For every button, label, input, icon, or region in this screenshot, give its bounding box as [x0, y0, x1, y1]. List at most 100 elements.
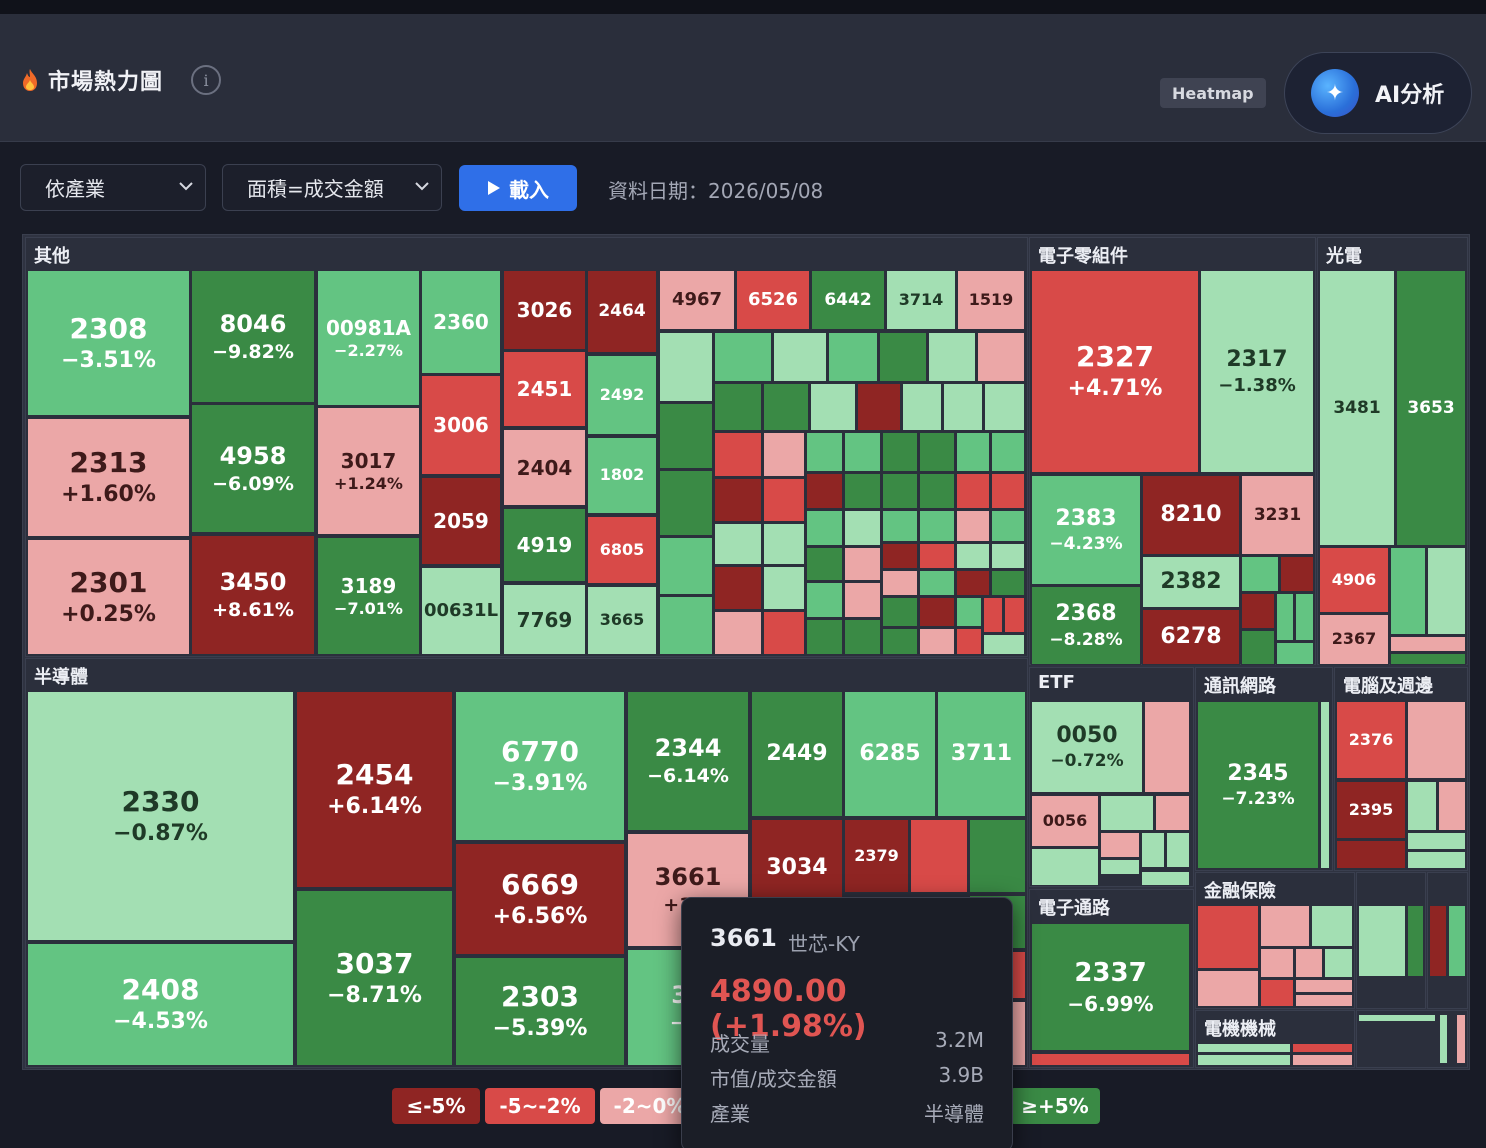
stock-tile[interactable] [844, 619, 881, 655]
stock-tile[interactable]: 2313 +1.60% [27, 418, 190, 537]
stock-tile[interactable] [714, 332, 772, 382]
stock-tile[interactable] [763, 432, 805, 477]
stock-tile[interactable]: 2451 [503, 351, 586, 427]
stock-tile[interactable] [1358, 905, 1406, 977]
stock-tile[interactable] [659, 332, 713, 402]
stock-tile[interactable] [1031, 848, 1099, 886]
stock-tile[interactable] [1260, 905, 1310, 947]
stock-tile[interactable] [977, 332, 1025, 382]
stock-tile[interactable]: 3450 +8.61% [191, 535, 315, 655]
stock-tile[interactable]: 6669 +6.56% [455, 843, 625, 955]
stock-tile[interactable] [1276, 593, 1294, 641]
stock-tile[interactable]: 3006 [421, 375, 501, 475]
stock-tile[interactable] [956, 597, 982, 627]
stock-tile[interactable] [1390, 636, 1466, 652]
stock-tile[interactable] [828, 332, 878, 382]
stock-tile[interactable] [1197, 905, 1259, 969]
stock-tile[interactable] [991, 543, 1025, 569]
stock-tile[interactable] [991, 473, 1025, 509]
stock-tile[interactable] [844, 547, 881, 581]
stock-tile[interactable] [919, 628, 955, 655]
stock-tile[interactable]: 3711 [937, 691, 1026, 817]
stock-tile[interactable]: 2464 [587, 270, 657, 353]
stock-tile[interactable] [882, 510, 918, 542]
stock-tile[interactable] [983, 597, 1003, 633]
stock-tile[interactable] [1336, 840, 1406, 869]
stock-tile[interactable]: 6770 −3.91% [455, 691, 625, 841]
stock-tile[interactable]: 2383 −4.23% [1031, 475, 1141, 585]
stock-tile[interactable] [763, 478, 805, 522]
stock-tile[interactable] [928, 332, 976, 382]
stock-tile[interactable]: 2367 [1319, 614, 1389, 665]
stock-tile[interactable]: 1802 [587, 437, 657, 514]
stock-tile[interactable]: 6278 [1142, 609, 1240, 665]
stock-tile[interactable]: 2395 [1336, 781, 1406, 839]
stock-tile[interactable]: 8210 [1142, 475, 1240, 555]
stock-tile[interactable] [919, 570, 955, 596]
stock-tile[interactable] [882, 543, 918, 569]
stock-tile[interactable] [919, 543, 955, 569]
stock-tile[interactable] [714, 523, 762, 565]
stock-tile[interactable]: 6285 [844, 691, 936, 817]
stock-tile[interactable]: 2337 −6.99% [1031, 923, 1190, 1051]
stock-tile[interactable]: 4967 [659, 270, 735, 330]
stock-tile[interactable] [1292, 1043, 1353, 1053]
stock-tile[interactable]: 3037 −8.71% [296, 890, 453, 1066]
ai-analysis-button[interactable]: ✦ AI分析 [1284, 52, 1472, 134]
stock-tile[interactable] [1390, 653, 1466, 665]
stock-tile[interactable] [1141, 832, 1165, 868]
stock-tile[interactable] [844, 473, 881, 509]
stock-tile[interactable] [810, 383, 856, 431]
stock-tile[interactable] [1100, 832, 1140, 858]
stock-tile[interactable]: 4919 [503, 508, 586, 582]
stock-tile[interactable] [714, 611, 762, 655]
stock-tile[interactable]: 6805 [587, 516, 657, 584]
stock-tile[interactable] [1276, 642, 1314, 665]
stock-tile[interactable] [882, 432, 918, 472]
stock-tile[interactable] [1324, 948, 1353, 978]
stock-tile[interactable]: 3653 [1396, 270, 1466, 546]
stock-tile[interactable]: 3026 [503, 270, 586, 350]
stock-tile[interactable]: 2330 −0.87% [27, 691, 294, 941]
stock-tile[interactable]: 2301 +0.25% [27, 539, 190, 655]
stock-tile[interactable] [714, 432, 762, 477]
stock-tile[interactable] [1004, 597, 1025, 633]
stock-tile[interactable] [919, 432, 955, 472]
stock-tile[interactable] [956, 473, 990, 509]
stock-tile[interactable] [806, 582, 843, 618]
stock-tile[interactable] [882, 570, 918, 596]
stock-tile[interactable] [1456, 1014, 1466, 1064]
stock-tile[interactable]: 2449 [751, 691, 843, 817]
stock-tile[interactable] [1241, 630, 1275, 665]
stock-tile[interactable] [1448, 905, 1466, 977]
stock-tile[interactable] [714, 478, 762, 522]
stock-tile[interactable] [1197, 1043, 1291, 1053]
stock-tile[interactable] [956, 510, 990, 542]
stock-tile[interactable] [1295, 948, 1323, 978]
stock-tile[interactable] [806, 547, 843, 581]
stock-tile[interactable] [1295, 994, 1353, 1007]
stock-tile[interactable] [806, 432, 843, 472]
stock-tile[interactable]: 2327 +4.71% [1031, 270, 1199, 473]
stock-tile[interactable] [844, 582, 881, 618]
stock-tile[interactable] [1197, 970, 1259, 1007]
stock-tile[interactable]: 3189 −7.01% [317, 537, 420, 655]
stock-tile[interactable] [806, 619, 843, 655]
stock-tile[interactable] [1197, 1054, 1291, 1066]
stock-tile[interactable]: 2317 −1.38% [1200, 270, 1314, 473]
stock-tile[interactable] [1407, 832, 1466, 850]
stock-tile[interactable]: 6526 [736, 270, 810, 330]
stock-tile[interactable] [956, 543, 990, 569]
stock-tile[interactable] [763, 566, 805, 610]
area-by-select[interactable]: 面積=成交金額 [222, 164, 442, 211]
stock-tile[interactable] [1311, 905, 1353, 947]
stock-tile[interactable] [1407, 905, 1424, 977]
stock-tile[interactable] [1241, 556, 1279, 592]
stock-tile[interactable]: 2344 −6.14% [627, 691, 749, 831]
stock-tile[interactable] [763, 383, 809, 431]
stock-tile[interactable]: 2492 [587, 355, 657, 435]
stock-tile[interactable]: 2408 −4.53% [27, 943, 294, 1066]
stock-tile[interactable] [1241, 593, 1275, 629]
stock-tile[interactable] [1390, 547, 1426, 635]
stock-tile[interactable] [956, 628, 982, 655]
